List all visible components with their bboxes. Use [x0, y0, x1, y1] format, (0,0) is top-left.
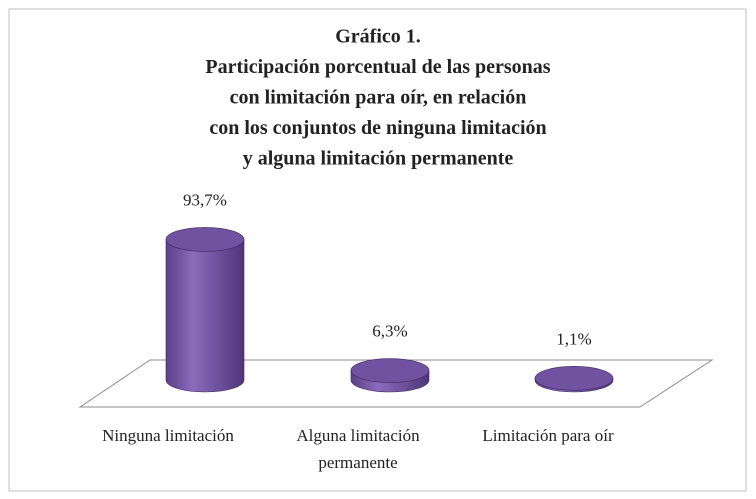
data-label: 6,3% [372, 321, 407, 340]
bar-part [165, 227, 245, 252]
chart-title: y alguna limitación permanente [243, 148, 514, 170]
data-label: 93,7% [183, 190, 227, 209]
bar-part [350, 358, 430, 383]
bar [350, 358, 430, 393]
frame [8, 8, 747, 492]
chart-title: con limitación para oír, en relación [230, 87, 527, 109]
data-label: 1,1% [556, 329, 591, 348]
chart-title: Gráfico 1. [335, 26, 421, 48]
chart-title: Participación porcentual de las personas [205, 56, 550, 78]
bar-part [534, 366, 614, 391]
chart-title: con los conjuntos de ninguna limitación [209, 117, 546, 139]
bar-part [165, 239, 245, 393]
bar [165, 227, 245, 393]
bar [534, 366, 614, 393]
x-tick-label: Ninguna limitación [102, 426, 234, 445]
x-tick-label: Limitación para oír [482, 426, 614, 445]
x-tick-label: Alguna limitación permanente [296, 426, 420, 472]
